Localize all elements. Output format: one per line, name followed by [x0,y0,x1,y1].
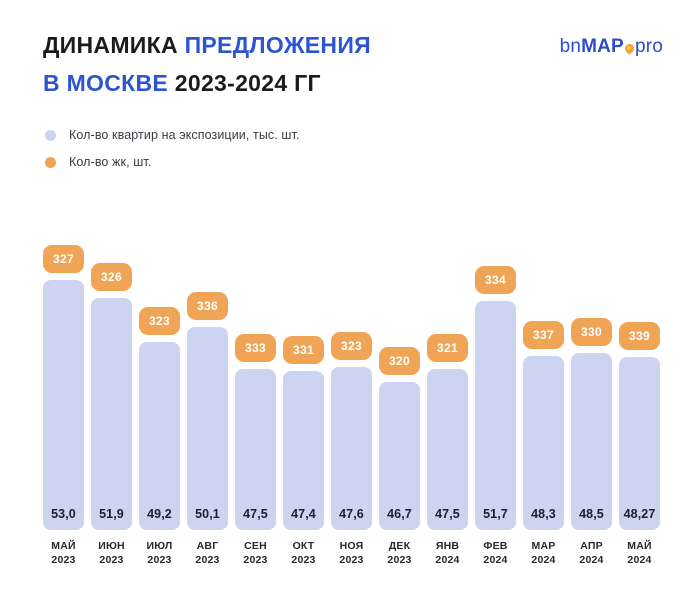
bar-value-label: 48,3 [531,507,556,521]
legend-item-apartments: Кол-во квартир на экспозиции, тыс. шт. [45,128,300,142]
chart-column-ноя-2023: 323 47,6 НОЯ 2023 [331,332,372,567]
chart-column-май-2024: 339 48,27 МАЙ 2024 [619,322,660,567]
apartments-bar: 50,1 [187,327,228,530]
apartments-bar: 51,7 [475,301,516,530]
title-word-in-moscow: В МОСКВЕ [43,70,169,96]
x-axis-label: ЯНВ 2024 [435,540,460,566]
chart-column-сен-2023: 333 47,5 СЕН 2023 [235,334,276,567]
x-axis-label: НОЯ 2023 [339,540,364,566]
apartments-bar: 47,4 [283,371,324,530]
chart-column-апр-2024: 330 48,5 АПР 2024 [571,318,612,567]
apartments-bar: 51,9 [91,298,132,530]
page-title: ДИНАМИКА ПРЕДЛОЖЕНИЯ В МОСКВЕ 2023-2024 … [43,26,371,102]
complex-count-badge: 337 [523,321,564,349]
apartments-bar: 46,7 [379,382,420,530]
logo-text-bn: bn [559,36,582,57]
apartments-bar: 48,27 [619,357,660,530]
x-axis-label: ОКТ 2023 [291,540,316,566]
logo-text-pro: pro [634,36,663,57]
chart-column-янв-2024: 321 47,5 ЯНВ 2024 [427,334,468,567]
complex-count-badge: 320 [379,347,420,375]
x-axis-label: МАЙ 2023 [51,540,76,566]
x-axis-label: АВГ 2023 [195,540,220,566]
complex-count-badge: 333 [235,334,276,362]
bar-value-label: 47,4 [291,507,316,521]
chart-column-дек-2023: 320 46,7 ДЕК 2023 [379,347,420,567]
legend-label-complexes: Кол-во жк, шт. [69,155,152,169]
bar-value-label: 47,5 [435,507,460,521]
bar-value-label: 47,5 [243,507,268,521]
bar-value-label: 50,1 [195,507,220,521]
complex-count-badge: 330 [571,318,612,346]
chart-column-июн-2023: 326 51,9 ИЮН 2023 [91,263,132,567]
chart-column-окт-2023: 331 47,4 ОКТ 2023 [283,336,324,567]
apartments-bar: 49,2 [139,342,180,530]
bar-value-label: 53,0 [51,507,76,521]
chart-column-фев-2024: 334 51,7 ФЕВ 2024 [475,266,516,567]
chart-column-мар-2024: 337 48,3 МАР 2024 [523,321,564,567]
title-years: 2023-2024 ГГ [174,70,321,96]
bar-value-label: 49,2 [147,507,172,521]
legend-dot-complexes [45,156,56,168]
legend-label-apartments: Кол-во квартир на экспозиции, тыс. шт. [69,128,300,142]
apartments-bar: 47,5 [235,369,276,530]
complex-count-badge: 321 [427,334,468,362]
complex-count-badge: 327 [43,245,84,273]
legend: Кол-во квартир на экспозиции, тыс. шт. К… [45,128,300,182]
x-axis-label: ДЕК 2023 [387,540,412,566]
x-axis-label: ФЕВ 2024 [483,540,508,566]
bar-value-label: 48,27 [623,507,656,521]
apartments-bar: 47,5 [427,369,468,530]
legend-dot-apartments [45,129,56,141]
bar-chart: 327 53,0 МАЙ 2023 326 51,9 ИЮН 2023 323 49,2 ИЮЛ 20… [43,245,660,567]
x-axis-label: ИЮЛ 2023 [146,540,173,566]
bar-value-label: 51,9 [99,507,124,521]
bar-value-label: 47,6 [339,507,364,521]
chart-column-май-2023: 327 53,0 МАЙ 2023 [43,245,84,567]
complex-count-badge: 326 [91,263,132,291]
chart-column-авг-2023: 336 50,1 АВГ 2023 [187,292,228,567]
complex-count-badge: 323 [139,307,180,335]
complex-count-badge: 323 [331,332,372,360]
x-axis-label: МАР 2024 [531,540,556,566]
complex-count-badge: 339 [619,322,660,350]
apartments-bar: 48,3 [523,356,564,530]
complex-count-badge: 331 [283,336,324,364]
legend-item-complexes: Кол-во жк, шт. [45,155,300,169]
bar-value-label: 46,7 [387,507,412,521]
apartments-bar: 47,6 [331,367,372,530]
logo-text-map: MAP [581,36,624,57]
title-word-dynamics: ДИНАМИКА [43,32,178,58]
apartments-bar: 48,5 [571,353,612,530]
x-axis-label: ИЮН 2023 [98,540,125,566]
complex-count-badge: 334 [475,266,516,294]
bar-value-label: 51,7 [483,507,508,521]
x-axis-label: СЕН 2023 [243,540,268,566]
title-word-supply: ПРЕДЛОЖЕНИЯ [184,32,372,58]
map-pin-icon [623,42,636,55]
x-axis-label: АПР 2024 [579,540,604,566]
brand-logo: bn MAP pro [560,36,663,58]
chart-column-июл-2023: 323 49,2 ИЮЛ 2023 [139,307,180,567]
x-axis-label: МАЙ 2024 [627,540,652,566]
apartments-bar: 53,0 [43,280,84,530]
bar-value-label: 48,5 [579,507,604,521]
complex-count-badge: 336 [187,292,228,320]
